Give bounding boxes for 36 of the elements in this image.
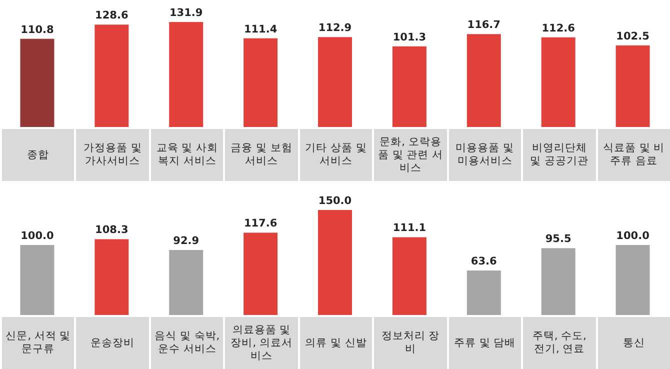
- data-label: 112.9: [318, 22, 352, 34]
- x-tick-label: 주류 및 담배: [454, 336, 516, 350]
- data-label: 100.0: [616, 230, 650, 242]
- x-tick-label: 의류 및 신발: [305, 336, 367, 350]
- data-label: 110.8: [20, 24, 54, 36]
- data-label: 116.7: [467, 19, 500, 32]
- data-label: 101.3: [392, 31, 426, 44]
- data-label: 111.4: [244, 23, 278, 36]
- data-label: 111.1: [392, 222, 426, 234]
- x-tick-label: 통신: [622, 336, 645, 350]
- data-label: 112.6: [542, 22, 575, 34]
- data-label: 128.6: [95, 10, 128, 22]
- x-tick-label: 기타 상품 및 서비스: [304, 142, 368, 168]
- x-tick-label: 운송장비: [90, 336, 135, 350]
- x-tick-label: 식료품 및 비주류 음료: [602, 142, 666, 168]
- x-tick-label: 신문, 서적 및 문구류: [5, 330, 72, 356]
- data-label: 100.0: [20, 230, 54, 242]
- data-label: 150.0: [318, 195, 352, 207]
- x-tick-label: 정보처리 장비: [380, 330, 441, 356]
- data-label: 95.5: [545, 233, 572, 246]
- data-label: 108.3: [95, 224, 128, 236]
- x-tick-label: 가정용품 및 가사서비스: [82, 142, 143, 168]
- data-label: 102.5: [616, 30, 650, 42]
- x-tick-label: 미용용품 및 미용서비스: [454, 142, 516, 168]
- data-label: 117.6: [244, 218, 278, 230]
- data-label: 63.6: [470, 255, 497, 268]
- x-tick-label: 음식 및 숙박, 운수 서비스: [154, 330, 220, 356]
- x-tick-label: 의료용품 및 장비, 의료서비스: [230, 324, 294, 362]
- data-label: 92.9: [173, 234, 200, 247]
- x-tick-label: 교육 및 사회복지 서비스: [155, 142, 219, 168]
- data-label: 131.9: [170, 7, 203, 19]
- x-tick-label: 비영리단체 및 공공기관: [529, 142, 590, 168]
- x-tick-label: 주택, 수도, 전기, 연료: [531, 330, 588, 356]
- x-tick-label: 금융 및 보험 서비스: [230, 142, 294, 168]
- x-tick-label: 문화, 오락용품 및 관련 서비스: [377, 136, 444, 174]
- x-tick-label: 종합: [27, 148, 50, 162]
